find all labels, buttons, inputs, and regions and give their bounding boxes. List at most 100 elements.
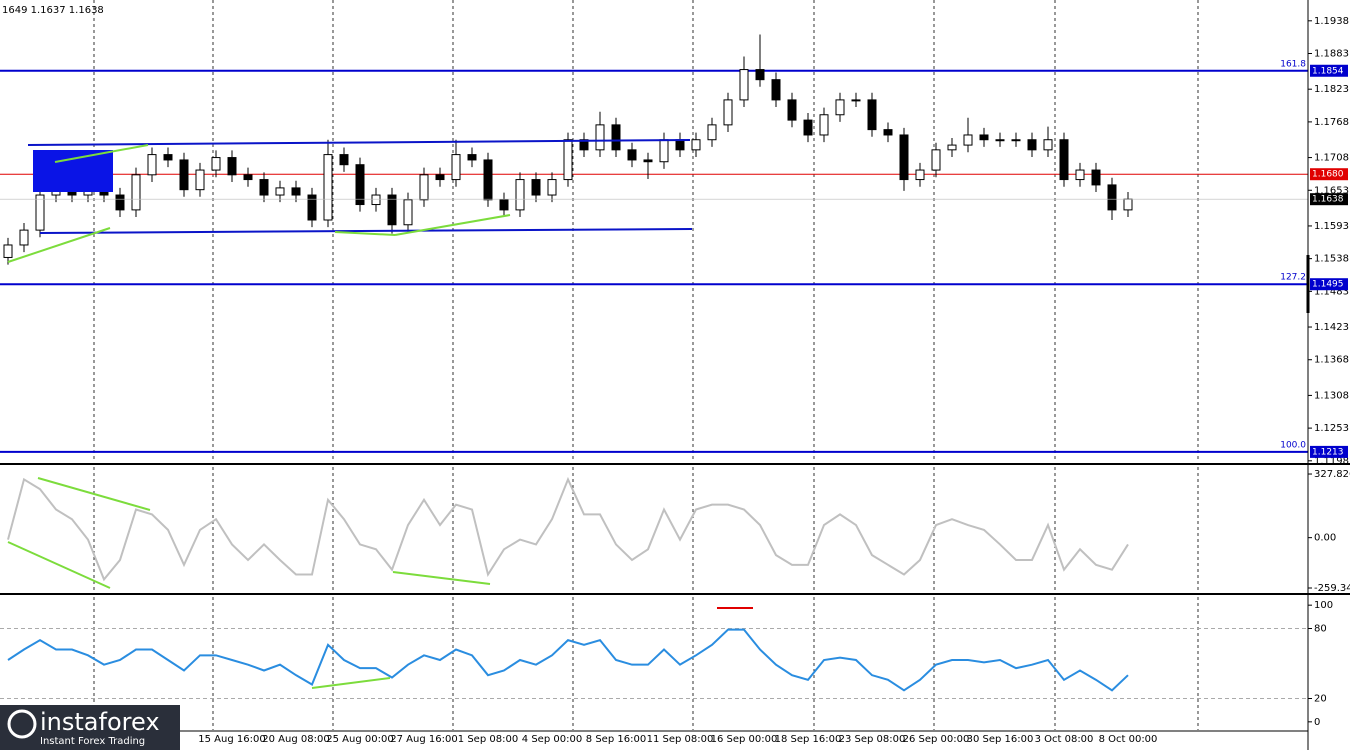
logo: instaforex Instant Forex Trading bbox=[0, 705, 180, 750]
x-tick-label: 27 Aug 16:00 bbox=[390, 734, 457, 745]
candle-body bbox=[579, 139, 589, 151]
candle-body bbox=[531, 179, 541, 196]
candle-body bbox=[1043, 139, 1053, 151]
candle-body bbox=[147, 154, 157, 176]
level-label: 100.0 bbox=[1280, 440, 1306, 450]
indicator-line bbox=[7, 476, 1129, 582]
level-label: 161.8 bbox=[1280, 59, 1306, 69]
candle-body bbox=[451, 154, 461, 181]
x-tick-label: 20 Aug 08:00 bbox=[262, 734, 329, 745]
candle-body bbox=[675, 139, 685, 151]
y-tick-label: 1.1423 bbox=[1314, 322, 1349, 333]
candle-body bbox=[387, 194, 397, 226]
candle-body bbox=[803, 119, 813, 136]
channel-line bbox=[39, 228, 693, 234]
candle-body bbox=[547, 179, 557, 196]
candle-body bbox=[131, 174, 141, 211]
trend-line bbox=[37, 477, 151, 511]
candle-body bbox=[851, 99, 861, 102]
indicator-line bbox=[7, 628, 1129, 692]
x-tick-label: 18 Sep 16:00 bbox=[775, 734, 842, 745]
candle-body bbox=[339, 154, 349, 166]
candle-body bbox=[1027, 139, 1037, 151]
candle-body bbox=[883, 129, 893, 136]
level-price-box bbox=[1310, 168, 1348, 181]
x-tick-label: 11 Sep 08:00 bbox=[647, 734, 714, 745]
x-tick-label: 3 Oct 08:00 bbox=[1035, 734, 1094, 745]
level-price: 1.1213 bbox=[1312, 447, 1344, 457]
candle-body bbox=[179, 159, 189, 191]
y-tick-label: 327.826 bbox=[1314, 469, 1350, 480]
current-price: 1.1638 bbox=[1312, 195, 1344, 205]
y-tick-label: 1.1708 bbox=[1314, 153, 1349, 164]
x-tick-label: 25 Aug 00:00 bbox=[326, 734, 393, 745]
header-text: 1649 1.1637 1.1638 bbox=[2, 5, 104, 16]
candle-body bbox=[931, 149, 941, 171]
candle-body bbox=[227, 157, 237, 176]
candle-body bbox=[3, 244, 13, 258]
y-tick-label: 80 bbox=[1314, 624, 1327, 635]
y-tick-label: 1.1368 bbox=[1314, 355, 1349, 366]
candle-body bbox=[515, 179, 525, 211]
trend-line bbox=[311, 677, 391, 689]
candle-body bbox=[307, 194, 317, 221]
candle-body bbox=[867, 99, 877, 131]
candle-body bbox=[19, 229, 29, 246]
x-tick-label: 1 Sep 08:00 bbox=[458, 734, 518, 745]
level-price-box bbox=[1310, 64, 1348, 77]
candle-body bbox=[1075, 169, 1085, 181]
candle-body bbox=[195, 169, 205, 191]
y-tick-label: 1.1308 bbox=[1314, 390, 1349, 401]
candle-body bbox=[611, 124, 621, 151]
candle-body bbox=[1107, 184, 1117, 211]
zone-box bbox=[33, 150, 113, 192]
candle-body bbox=[371, 194, 381, 206]
plot bbox=[0, 0, 1312, 730]
y-tick-label: 0.00 bbox=[1314, 533, 1336, 544]
candle-body bbox=[915, 169, 925, 181]
candle-body bbox=[1091, 169, 1101, 186]
logo-name: instaforex bbox=[40, 708, 160, 736]
trend-line bbox=[7, 541, 111, 589]
candle-body bbox=[259, 179, 269, 196]
candle-body bbox=[755, 69, 765, 81]
candle-body bbox=[771, 79, 781, 101]
y-tick-label: -259.342 bbox=[1314, 583, 1350, 594]
labels: 1.1938 1.1883 1.1823 1.1768 1.1708 1.1653 1.15… bbox=[198, 16, 1350, 745]
level-label: 127.2 bbox=[1280, 273, 1306, 283]
candle-body bbox=[963, 134, 973, 146]
candle-body bbox=[419, 174, 429, 201]
candle-body bbox=[483, 159, 493, 201]
candle-body bbox=[275, 187, 285, 196]
candle-body bbox=[1123, 198, 1133, 211]
level-price: 1.1680 bbox=[1312, 170, 1344, 180]
candle-body bbox=[643, 159, 653, 163]
x-tick-label: 8 Oct 00:00 bbox=[1099, 734, 1158, 745]
y-tick-label: 1.1253 bbox=[1314, 423, 1349, 434]
candle-body bbox=[243, 174, 253, 181]
candle-body bbox=[595, 124, 605, 151]
candle-body bbox=[819, 114, 829, 136]
candle-body bbox=[899, 134, 909, 181]
level-price-box bbox=[1310, 445, 1348, 458]
candle-body bbox=[835, 99, 845, 116]
candle-body bbox=[1059, 139, 1069, 181]
candle-body bbox=[35, 194, 45, 231]
candle-body bbox=[355, 164, 365, 206]
level-price-box bbox=[1310, 278, 1348, 291]
candle-body bbox=[691, 139, 701, 151]
candle-body bbox=[787, 99, 797, 121]
y-tick-label: 20 bbox=[1314, 694, 1327, 705]
candle-body bbox=[659, 139, 669, 163]
candle-body bbox=[163, 154, 173, 161]
y-tick-label: 1.1198 bbox=[1314, 456, 1349, 467]
channel-line bbox=[27, 139, 691, 146]
candle-body bbox=[563, 139, 573, 181]
candle-body bbox=[739, 69, 749, 101]
x-tick-label: 23 Sep 08:00 bbox=[839, 734, 906, 745]
x-tick-label: 15 Aug 16:00 bbox=[198, 734, 265, 745]
candle-body bbox=[323, 154, 333, 221]
y-tick-label: 1.1483 bbox=[1314, 286, 1349, 297]
